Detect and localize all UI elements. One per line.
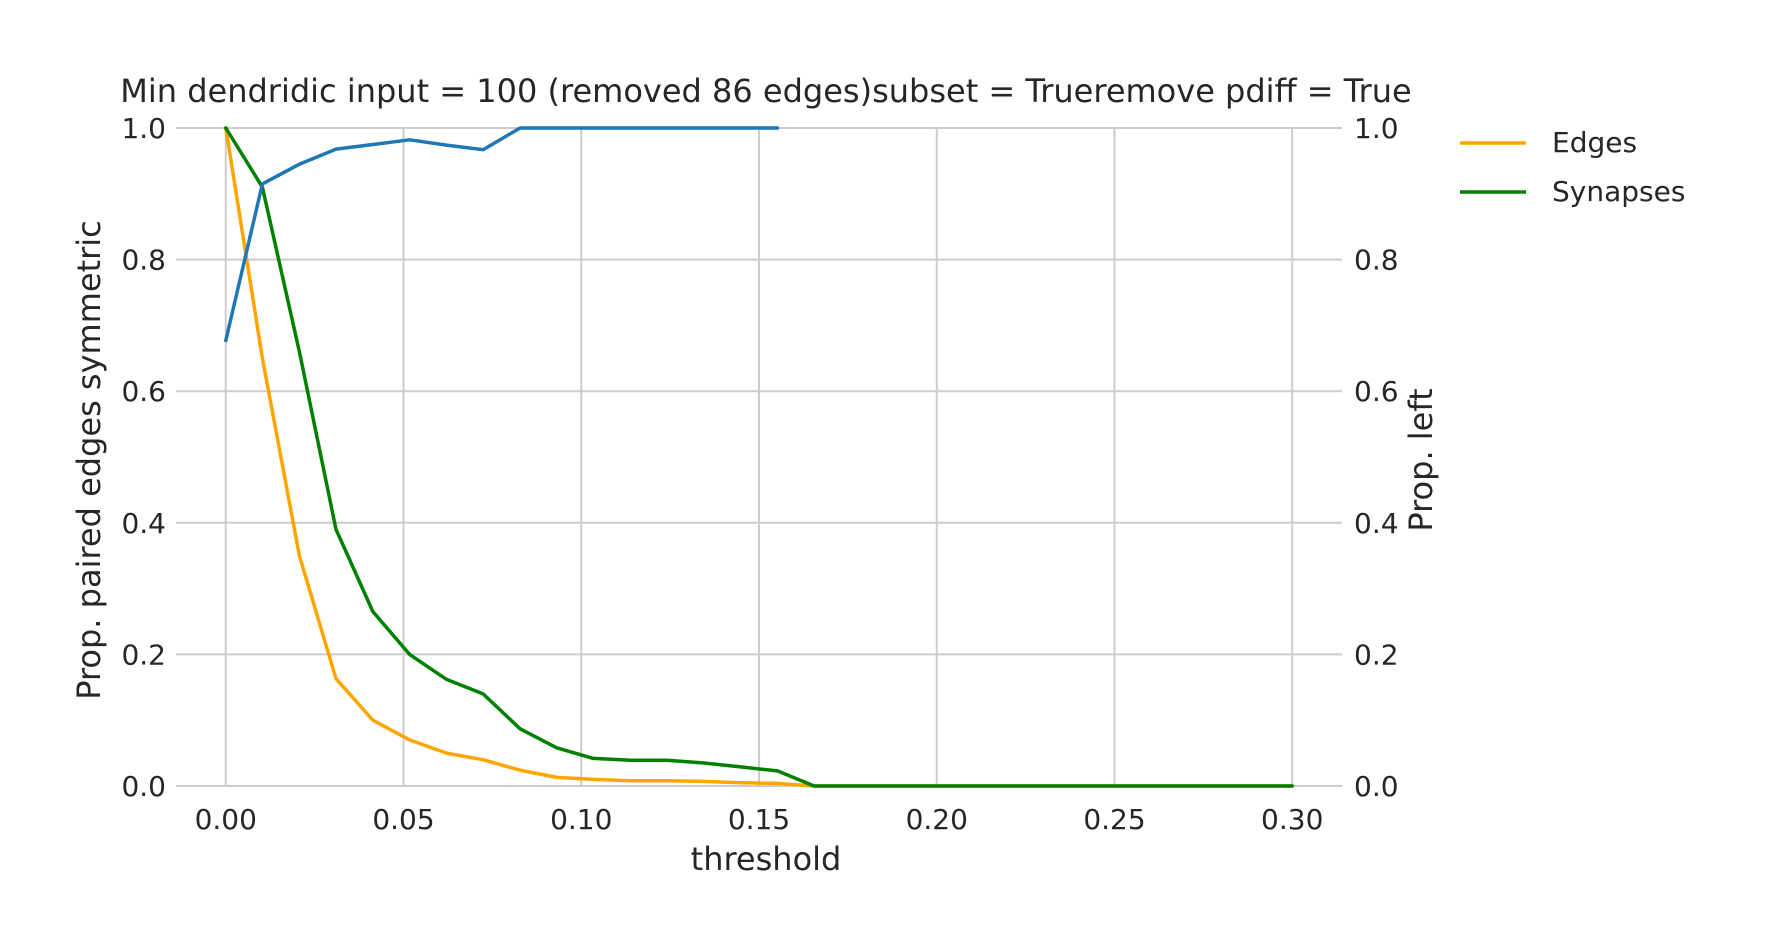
legend-label-synapses: Synapses <box>1552 175 1685 208</box>
y-tick-label-right: 0.6 <box>1354 375 1399 408</box>
y-tick-label-left: 1.0 <box>121 112 166 145</box>
y-axis-label-left: Prop. paired edges symmetric <box>70 220 108 700</box>
series-lines <box>224 126 1294 788</box>
x-tick-label: 0.25 <box>1083 803 1145 836</box>
y-axis-label-right: Prop. left <box>1402 388 1440 531</box>
x-tick-label: 0.05 <box>372 803 434 836</box>
y-tick-label-right: 0.2 <box>1354 638 1399 671</box>
y-tick-label-left: 0.4 <box>121 507 166 540</box>
legend: Edges Synapses <box>1460 126 1685 208</box>
x-tick-label: 0.15 <box>728 803 790 836</box>
y-tick-label-left: 0.6 <box>121 375 166 408</box>
x-tick-label: 0.20 <box>906 803 968 836</box>
y-tick-label-right: 0.4 <box>1354 507 1399 540</box>
chart-title: Min dendridic input = 100 (removed 86 ed… <box>120 72 1411 110</box>
grid <box>176 127 1342 787</box>
y-tick-label-left: 0.8 <box>121 244 166 277</box>
series-line-synapses <box>224 126 1294 788</box>
y-tick-label-right: 0.0 <box>1354 770 1399 803</box>
x-tick-label: 0.00 <box>195 803 257 836</box>
series-line-right-axis <box>224 126 780 343</box>
x-tick-label: 0.30 <box>1261 803 1323 836</box>
x-axis-label: threshold <box>691 840 842 878</box>
y-tick-label-right: 1.0 <box>1354 112 1399 145</box>
tick-labels: 0.00 0.05 0.10 0.15 0.20 0.25 0.30 0.0 0.2 0.4 0.6… <box>121 112 1398 836</box>
legend-label-edges: Edges <box>1552 126 1637 159</box>
y-tick-label-left: 0.2 <box>121 638 166 671</box>
x-tick-label: 0.10 <box>550 803 612 836</box>
y-tick-label-right: 0.8 <box>1354 244 1399 277</box>
y-tick-label-left: 0.0 <box>121 770 166 803</box>
